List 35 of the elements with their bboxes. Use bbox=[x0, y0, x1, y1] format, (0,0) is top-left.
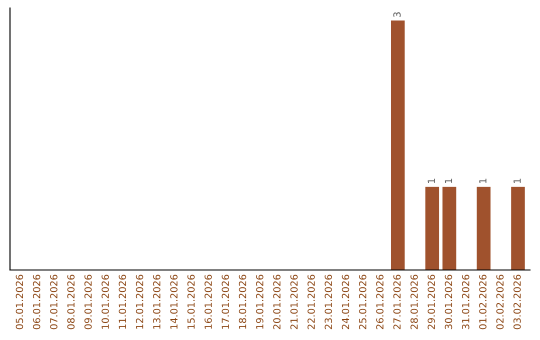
x-tick-label: 16.01.2026 bbox=[204, 274, 212, 329]
x-tick-label: 07.01.2026 bbox=[50, 274, 58, 330]
x-tick-label: 20.01.2026 bbox=[273, 274, 281, 330]
x-tick-label: 22.01.2026 bbox=[308, 274, 315, 330]
data-label: 3 bbox=[393, 12, 401, 17]
x-tick-label: 18.01.2026 bbox=[238, 274, 246, 329]
x-tick-label: 26.01.2026 bbox=[376, 274, 384, 330]
x-tick-label: 15.01.2026 bbox=[187, 274, 195, 329]
x-tick-label: 28.01.2026 bbox=[410, 274, 418, 330]
data-label: 1 bbox=[514, 178, 521, 183]
x-tick-label: 13.01.2026 bbox=[153, 274, 160, 329]
x-tick-label: 12.01.2026 bbox=[136, 274, 144, 329]
x-tick-label: 10.01.2026 bbox=[102, 274, 109, 329]
data-label: 1 bbox=[444, 178, 452, 183]
data-label: 1 bbox=[428, 178, 435, 183]
x-tick-label: 09.01.2026 bbox=[84, 274, 92, 330]
data-label: 1 bbox=[479, 178, 486, 183]
x-tick-label: 02.02.2026 bbox=[496, 274, 504, 330]
x-tick-label: 05.01.2026 bbox=[16, 274, 24, 330]
x-tick-label: 03.02.2026 bbox=[513, 274, 521, 330]
x-tick-label: 19.01.2026 bbox=[256, 274, 264, 329]
x-tick-label: 11.01.2026 bbox=[118, 274, 126, 329]
x-tick-label: 30.01.2026 bbox=[444, 274, 452, 330]
x-tick-label: 21.01.2026 bbox=[290, 274, 298, 330]
x-tick-label: 29.01.2026 bbox=[428, 274, 435, 330]
x-tick-label: 08.01.2026 bbox=[67, 274, 75, 330]
x-tick-label: 25.01.2026 bbox=[359, 274, 366, 330]
x-tick-label: 17.01.2026 bbox=[222, 274, 230, 329]
x-tick-label: 27.01.2026 bbox=[393, 274, 401, 330]
x-tick-label: 31.01.2026 bbox=[462, 274, 470, 330]
x-tick-label: 23.01.2026 bbox=[324, 274, 332, 330]
x-tick-label: 14.01.2026 bbox=[170, 274, 178, 329]
x-tick-label: 01.02.2026 bbox=[479, 274, 486, 330]
x-tick-label: 06.01.2026 bbox=[32, 274, 40, 330]
x-tick-label: 24.01.2026 bbox=[342, 274, 350, 330]
